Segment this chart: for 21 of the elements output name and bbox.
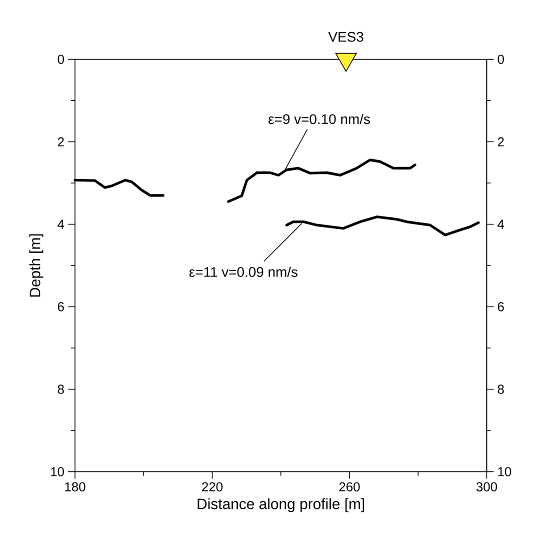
y-tick-label: 0 (58, 54, 64, 64)
x-tick-label: 260 (339, 482, 360, 492)
y-tick-label: 4 (58, 220, 64, 229)
x-axis-title: Distance along profile [m] (198, 498, 364, 512)
y-tick-label: 8 (58, 384, 64, 394)
annotation: ε=9 v=0.10 nm/s (268, 114, 370, 124)
y2-tick-label: 6 (498, 302, 504, 312)
y-axis-title: Depth [m] (29, 234, 44, 297)
x-tick-label: 300 (476, 482, 498, 492)
y-tick-label: 10 (51, 467, 64, 476)
y2-tick-label: 8 (498, 384, 504, 394)
annotation: ε=11 v=0.09 nm/s (189, 266, 298, 277)
y2-tick-label: 0 (498, 54, 504, 64)
y-tick-label: 6 (58, 302, 64, 312)
y2-tick-label: 4 (498, 220, 504, 229)
x-tick-label: 220 (202, 482, 223, 492)
y2-tick-label: 10 (498, 467, 512, 476)
y2-tick-label: 2 (498, 137, 504, 146)
x-tick-label: 180 (65, 482, 86, 492)
series-label: VES3 (328, 32, 364, 42)
y-tick-label: 2 (58, 137, 64, 146)
